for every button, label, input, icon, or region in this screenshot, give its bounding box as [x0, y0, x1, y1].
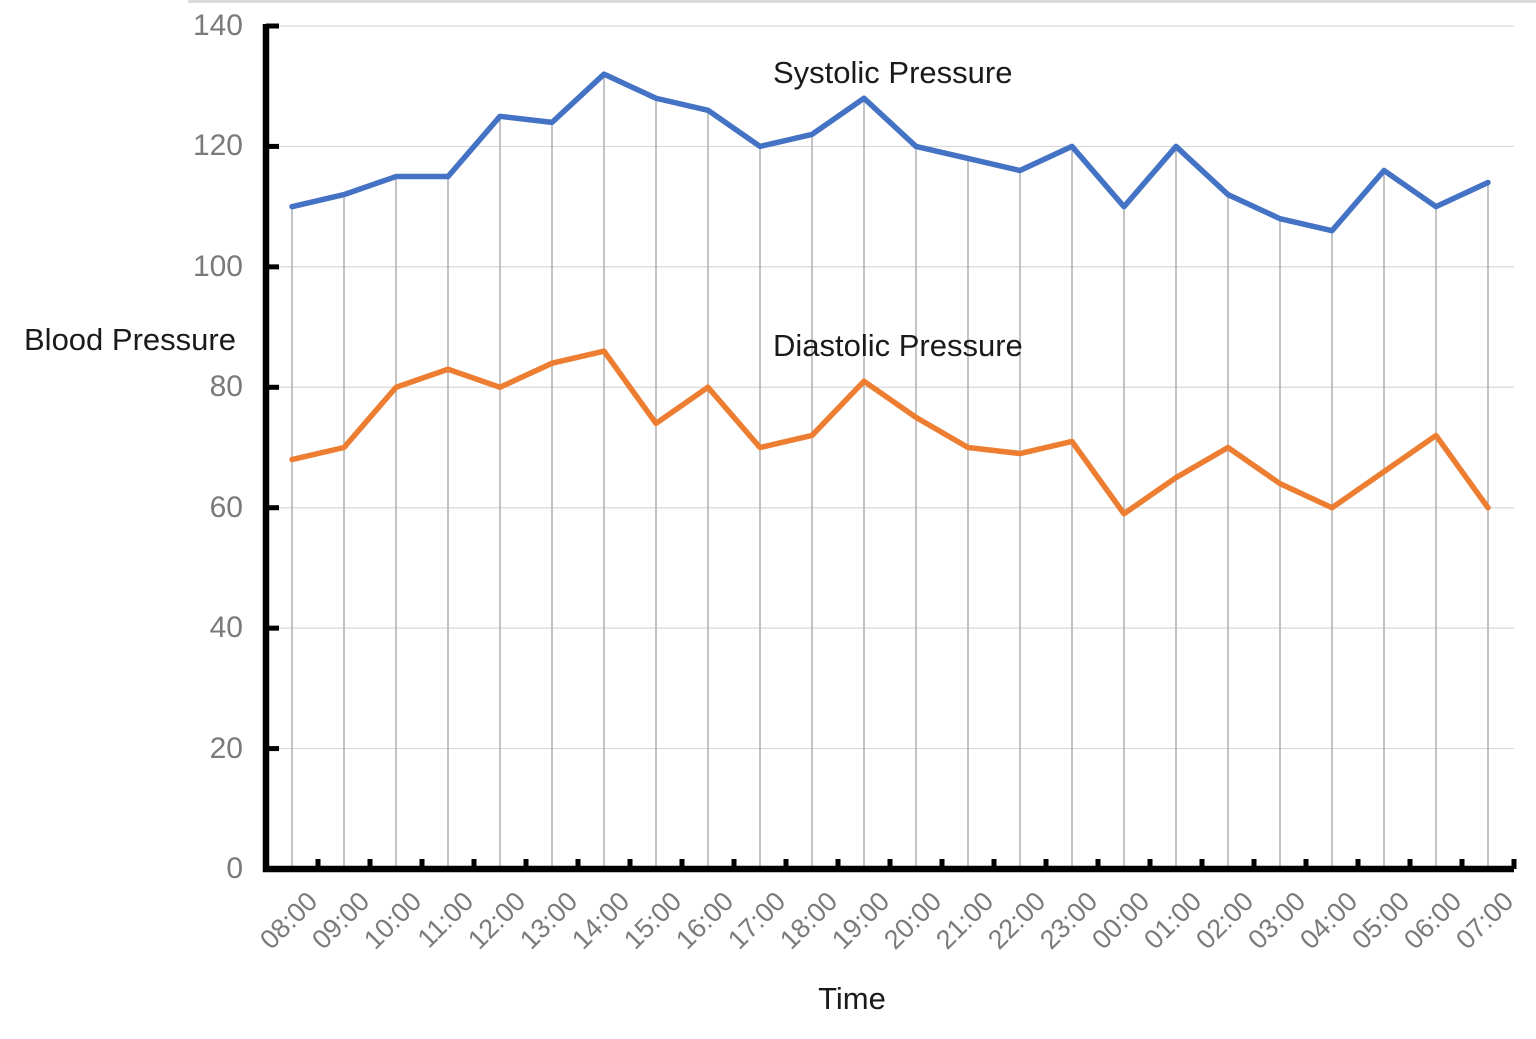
y-tick-label: 60	[209, 490, 243, 524]
x-axis-tick	[1303, 859, 1309, 869]
x-axis-tick	[1459, 859, 1465, 869]
y-tick-label: 80	[209, 370, 243, 404]
y-axis-tick	[266, 384, 279, 390]
x-axis-tick	[367, 859, 373, 869]
series-line-diastolic	[289, 348, 1491, 517]
y-axis-tick	[266, 143, 279, 149]
top-border-line	[188, 0, 1536, 3]
x-axis-tick	[575, 859, 581, 869]
y-tick-label: 0	[226, 852, 243, 885]
x-axis-tick	[471, 859, 477, 869]
series-label-systolic: Systolic Pressure	[773, 55, 1013, 90]
x-axis-tick	[1407, 859, 1413, 869]
x-axis-tick	[1355, 859, 1361, 869]
x-axis-tick	[1511, 859, 1517, 869]
x-axis-tick	[1147, 859, 1153, 869]
x-axis-tick	[991, 859, 997, 869]
x-axis-tick	[1199, 859, 1205, 869]
series-label-diastolic: Diastolic Pressure	[773, 328, 1023, 363]
y-tick-label: 140	[192, 9, 243, 42]
x-axis-tick	[523, 859, 529, 869]
y-axis-title: Blood Pressure	[24, 322, 236, 357]
x-axis-title: Time	[818, 981, 886, 1016]
y-axis-tick	[266, 505, 279, 511]
y-tick-label: 40	[209, 611, 243, 645]
x-axis-tick	[679, 859, 685, 869]
y-axis-tick	[266, 23, 279, 29]
y-axis-tick	[266, 746, 279, 752]
x-axis-tick	[419, 859, 425, 869]
y-tick-label: 120	[192, 129, 243, 163]
x-axis-tick	[627, 859, 633, 869]
x-axis-tick	[1095, 859, 1101, 869]
x-axis-tick	[835, 859, 841, 869]
x-axis-tick	[1043, 859, 1049, 869]
series-line-systolic	[289, 71, 1491, 234]
x-axis-tick	[887, 859, 893, 869]
y-axis-tick	[266, 264, 279, 270]
x-axis-tick	[783, 859, 789, 869]
x-axis-tick	[315, 859, 321, 869]
x-axis-tick	[1251, 859, 1257, 869]
x-axis-tick	[731, 859, 737, 869]
x-axis-tick	[939, 859, 945, 869]
y-axis-tick	[266, 625, 279, 631]
axis-lines	[262, 24, 1514, 873]
y-tick-label: 20	[209, 731, 243, 765]
y-tick-label: 100	[192, 249, 243, 283]
